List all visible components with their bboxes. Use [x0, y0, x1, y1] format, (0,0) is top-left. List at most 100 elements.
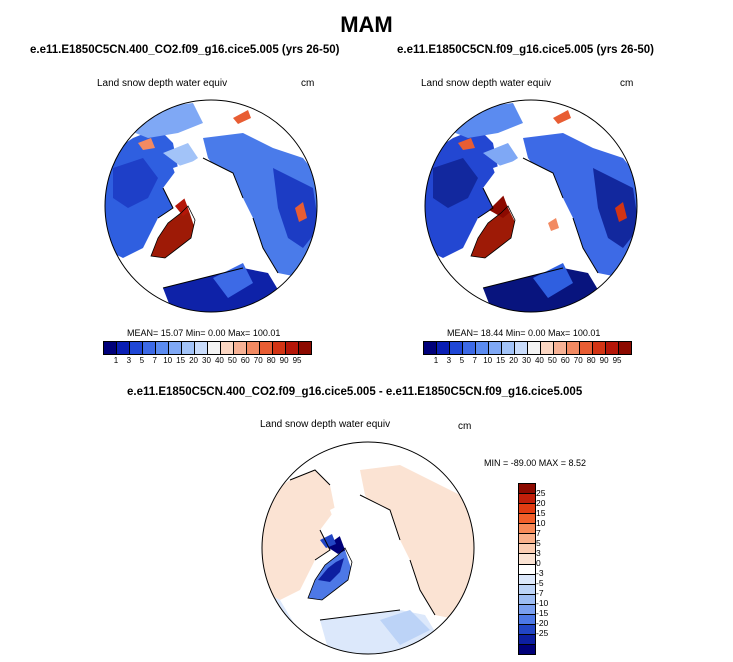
colorbar-tick-label: 7 [152, 356, 157, 365]
panel-1-colorbar [103, 341, 312, 355]
colorbar-tick-label: 80 [586, 356, 596, 365]
colorbar-swatch [436, 342, 449, 354]
colorbar-swatch [104, 342, 116, 354]
panel-1-colorbar-labels: 1 3 5 7 10 15 20 30 40 50 60 70 80 90 95 [103, 356, 310, 368]
colorbar-tick-label: 95 [292, 356, 302, 365]
colorbar-tick-label: -7 [536, 588, 544, 598]
colorbar-tick-label: 3 [446, 356, 452, 365]
colorbar-tick-label: 5 [536, 538, 541, 548]
colorbar-tick-label: 10 [483, 356, 493, 365]
colorbar-swatch [519, 553, 535, 564]
colorbar-swatch [519, 484, 535, 494]
colorbar-tick-label: 15 [496, 356, 506, 365]
colorbar-tick-label: 70 [253, 356, 263, 365]
colorbar-tick-label: -10 [536, 598, 549, 608]
colorbar-swatch [519, 613, 535, 624]
colorbar-tick-label: -15 [536, 608, 549, 618]
colorbar-swatch [519, 593, 535, 604]
colorbar-tick-label: 20 [536, 498, 546, 508]
colorbar-swatch [272, 342, 285, 354]
colorbar-tick-label: 25 [536, 488, 546, 498]
colorbar-tick-label: 10 [536, 518, 546, 528]
colorbar-swatch [488, 342, 501, 354]
colorbar-swatch [566, 342, 579, 354]
colorbar-swatch [519, 633, 535, 644]
difference-title: e.e11.E1850C5CN.400_CO2.f09_g16.cice5.00… [127, 386, 583, 398]
panel-2-case-title: e.e11.E1850C5CN.f09_g16.cice5.005 (yrs 2… [397, 44, 655, 56]
colorbar-swatch [142, 342, 155, 354]
colorbar-swatch [553, 342, 566, 354]
colorbar-swatch [220, 342, 233, 354]
colorbar-swatch [475, 342, 488, 354]
colorbar-tick-label: 50 [227, 356, 237, 365]
colorbar-tick-label: 3 [126, 356, 132, 365]
colorbar-tick-label: 40 [214, 356, 224, 365]
panel-1-case-title: e.e11.E1850C5CN.400_CO2.f09_g16.cice5.00… [30, 44, 340, 56]
colorbar-tick-label: 10 [163, 356, 173, 365]
colorbar-tick-label: 5 [139, 356, 145, 365]
colorbar-swatch [259, 342, 272, 354]
colorbar-swatch [519, 573, 535, 584]
colorbar-tick-label: 70 [573, 356, 583, 365]
colorbar-tick-label: 40 [534, 356, 544, 365]
colorbar-swatch [298, 342, 311, 354]
colorbar-swatch [501, 342, 514, 354]
colorbar-swatch [181, 342, 194, 354]
colorbar-tick-label: 1 [113, 356, 119, 365]
colorbar-swatch [207, 342, 220, 354]
panel-1-stats: MEAN= 15.07 Min= 0.00 Max= 100.01 [127, 328, 281, 338]
difference-colorbar-labels: 25 20 15 10 7 5 3 0 -3 -5 -7 -10 -15 -20 -25 [536, 483, 570, 653]
panel-2-polar-map [424, 99, 638, 313]
colorbar-tick-label: 60 [560, 356, 570, 365]
colorbar-swatch [519, 513, 535, 524]
colorbar-tick-label: 20 [189, 356, 199, 365]
panel-1-variable-label: Land snow depth water equiv [97, 78, 228, 89]
panel-2-stats: MEAN= 18.44 Min= 0.00 Max= 100.01 [447, 328, 601, 338]
colorbar-swatch [519, 563, 535, 574]
colorbar-swatch [424, 342, 436, 354]
colorbar-swatch [519, 523, 535, 534]
panel-1-units-label: cm [301, 78, 315, 89]
colorbar-swatch [519, 503, 535, 514]
colorbar-swatch [605, 342, 618, 354]
colorbar-swatch [116, 342, 129, 354]
colorbar-tick-label: 50 [547, 356, 557, 365]
colorbar-tick-label: 7 [536, 528, 541, 538]
colorbar-swatch [233, 342, 246, 354]
colorbar-tick-label: 90 [599, 356, 609, 365]
colorbar-tick-label: -5 [536, 578, 544, 588]
colorbar-swatch [155, 342, 168, 354]
colorbar-swatch [519, 493, 535, 504]
colorbar-swatch [519, 603, 535, 614]
colorbar-swatch [514, 342, 527, 354]
colorbar-swatch [129, 342, 142, 354]
colorbar-swatch [540, 342, 553, 354]
panel-2-units-label: cm [620, 78, 634, 89]
colorbar-swatch [618, 342, 631, 354]
colorbar-swatch [449, 342, 462, 354]
panel-1-polar-map [104, 99, 318, 313]
colorbar-tick-label: 80 [266, 356, 276, 365]
difference-polar-map [261, 441, 475, 655]
colorbar-swatch [246, 342, 259, 354]
panel-2-colorbar-labels: 1 3 5 7 10 15 20 30 40 50 60 70 80 90 95 [423, 356, 630, 368]
colorbar-tick-label: 30 [202, 356, 211, 365]
colorbar-tick-label: 3 [536, 548, 541, 558]
colorbar-swatch [462, 342, 475, 354]
colorbar-swatch [168, 342, 181, 354]
colorbar-tick-label: 15 [536, 508, 546, 518]
main-title: MAM [340, 12, 393, 37]
colorbar-swatch [519, 583, 535, 594]
colorbar-swatch [579, 342, 592, 354]
colorbar-swatch [519, 644, 535, 655]
colorbar-tick-label: 15 [176, 356, 186, 365]
panel-2-colorbar [423, 341, 632, 355]
colorbar-tick-label: 30 [522, 356, 531, 365]
difference-variable-label: Land snow depth water equiv [260, 419, 391, 430]
colorbar-tick-label: -3 [536, 568, 544, 578]
colorbar-tick-label: 20 [509, 356, 519, 365]
colorbar-tick-label: 5 [459, 356, 465, 365]
colorbar-tick-label: 90 [279, 356, 289, 365]
colorbar-tick-label: 60 [240, 356, 250, 365]
colorbar-swatch [194, 342, 207, 354]
